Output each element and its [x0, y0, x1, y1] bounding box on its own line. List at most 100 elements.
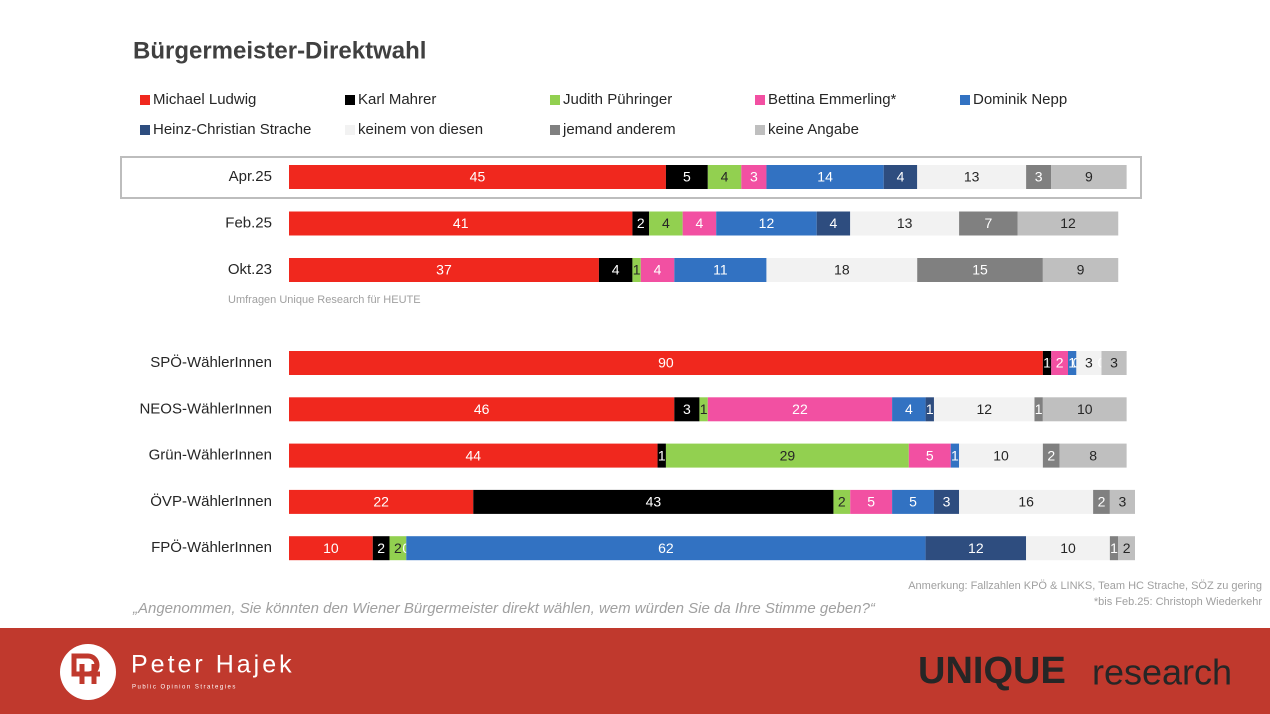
data-label: 4	[654, 262, 662, 278]
bar-segment	[1051, 165, 1127, 189]
data-label: 13	[964, 169, 980, 185]
bar-segment	[1109, 489, 1135, 514]
data-label: 9	[1085, 169, 1093, 185]
legend-swatch	[550, 125, 560, 135]
data-label: 7	[985, 215, 993, 231]
data-label: 2	[377, 540, 385, 556]
category-label: Grün-WählerInnen	[149, 447, 272, 464]
bar-segment	[766, 258, 918, 282]
bar-segment	[640, 258, 675, 282]
data-label: 12	[1060, 215, 1076, 231]
legend-swatch	[345, 125, 355, 135]
logo-bold: UNIQUE	[918, 650, 1066, 692]
category-label: SPÖ-WählerInnen	[150, 353, 272, 371]
bar-segment	[741, 165, 767, 189]
data-label: 2	[1123, 540, 1131, 556]
bar-segment	[1034, 397, 1043, 422]
data-label: 5	[909, 494, 917, 510]
data-label: 4	[662, 215, 670, 231]
bar-segment	[925, 536, 1027, 561]
brand-tagline: Public Opinion Strategies	[132, 685, 237, 691]
data-label: 5	[926, 447, 934, 463]
data-label: 29	[780, 447, 796, 463]
bar-segment	[1051, 351, 1068, 375]
brand-name: Peter Hajek	[131, 651, 295, 679]
bar-segment	[1109, 536, 1119, 561]
highlight-box	[120, 156, 1142, 199]
bar-segment	[707, 397, 893, 422]
bar-segment	[1067, 351, 1077, 375]
bar-segment	[850, 489, 893, 514]
legend-swatch	[140, 95, 150, 105]
data-label: 2	[1056, 355, 1064, 371]
data-label: 3	[750, 169, 758, 185]
data-label: 3	[1110, 355, 1118, 371]
data-label: 3	[1035, 169, 1043, 185]
bar-segment	[473, 489, 834, 514]
data-label: 12	[759, 215, 775, 231]
data-label: 2	[1047, 447, 1055, 463]
legend-swatch	[550, 95, 560, 105]
bar-segment	[1042, 443, 1060, 468]
data-label: 4	[612, 262, 620, 278]
bar-segment	[1101, 351, 1127, 375]
data-label: 43	[646, 494, 662, 510]
bar-segment	[959, 443, 1043, 468]
data-label: 3	[1119, 494, 1127, 510]
bar-segment	[682, 211, 717, 236]
data-label: 15	[972, 262, 988, 278]
data-label: 12	[968, 540, 984, 556]
bar-segment	[1017, 211, 1119, 236]
data-label: 8	[1089, 447, 1097, 463]
bar-segment	[289, 489, 474, 514]
legend-label: Dominik Nepp	[973, 91, 1067, 108]
category-label: FPÖ-WählerInnen	[151, 538, 272, 556]
data-label: 2	[1098, 494, 1106, 510]
bar-segment	[908, 443, 951, 468]
bar-segment	[406, 536, 926, 561]
chart-title: Bürgermeister-Direktwahl	[133, 37, 426, 64]
brand-icon-mark	[71, 653, 100, 684]
data-label: 5	[867, 494, 875, 510]
bar-segment	[289, 536, 373, 561]
data-label: 9	[1077, 262, 1085, 278]
data-label: 13	[897, 215, 913, 231]
data-label: 41	[453, 215, 469, 231]
bar-segment	[933, 489, 960, 514]
bar-segment	[1042, 351, 1052, 375]
data-label: 45	[470, 169, 486, 185]
data-label: 18	[834, 262, 850, 278]
bar-segment	[707, 165, 742, 189]
bar-segment	[1093, 489, 1110, 514]
data-label: 4	[830, 215, 838, 231]
data-label: 2	[637, 215, 645, 231]
data-label: 14	[817, 169, 833, 185]
bar-segment	[389, 536, 407, 561]
data-label: 1	[1068, 355, 1076, 371]
data-label: 3	[1085, 355, 1093, 371]
data-label: 1	[658, 447, 666, 463]
bar-segment	[1076, 351, 1102, 375]
bar-segment	[1059, 443, 1127, 468]
bar-segment	[289, 258, 599, 282]
bar-segment	[289, 165, 666, 189]
category-label: Okt.23	[228, 261, 272, 278]
data-label: 1	[633, 262, 641, 278]
data-label: 1	[700, 401, 708, 417]
legend-label: Bettina Emmerling*	[768, 91, 897, 108]
data-label: 62	[658, 540, 674, 556]
bar-segment	[716, 211, 817, 236]
legend-label: Michael Ludwig	[153, 91, 256, 108]
bar-segment	[1118, 536, 1135, 561]
bar-segment	[892, 397, 926, 422]
data-label: 4	[897, 169, 905, 185]
logo-light: research	[1092, 652, 1232, 693]
bar-segment	[883, 165, 918, 189]
data-label: 10	[1077, 401, 1093, 417]
question: „Angenommen, Sie könnten den Wiener Bürg…	[132, 600, 876, 617]
bar-segment	[1042, 397, 1127, 422]
data-label: 1	[951, 447, 959, 463]
data-label: 10	[1060, 540, 1076, 556]
remark: Anmerkung: Fallzahlen KPÖ & LINKS, Team …	[908, 580, 1262, 592]
data-label: 22	[373, 494, 389, 510]
